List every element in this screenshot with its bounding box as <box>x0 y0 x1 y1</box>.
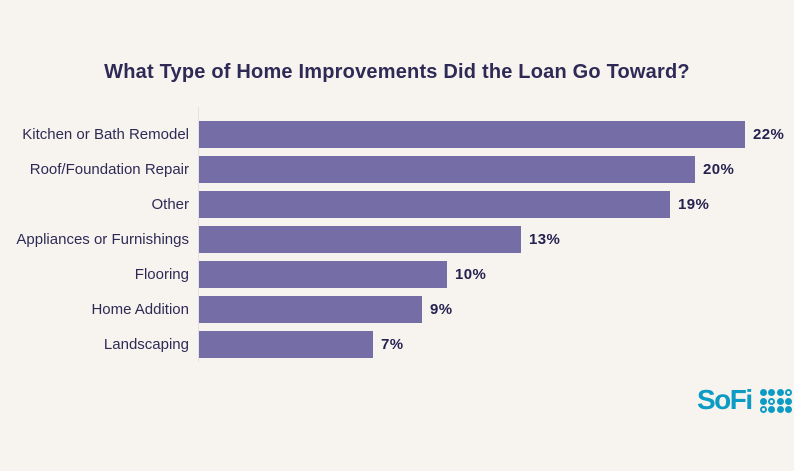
category-label: Roof/Foundation Repair <box>29 161 189 178</box>
category-label: Flooring <box>134 266 189 283</box>
bar-row: Landscaping 7% <box>0 331 794 358</box>
logo-dot-filled <box>776 406 784 413</box>
logo-dot-filled <box>785 406 793 413</box>
category-label: Other <box>151 196 189 213</box>
value-label: 19% <box>678 196 710 213</box>
bar-row: Home Addition 9% <box>0 296 794 323</box>
value-label: 13% <box>529 231 561 248</box>
bar <box>199 191 670 218</box>
logo-dot-filled <box>776 389 784 396</box>
bar-row: Other 19% <box>0 191 794 218</box>
logo-dot-ring <box>785 389 793 396</box>
value-label: 10% <box>455 266 487 283</box>
bar <box>199 296 422 323</box>
bar-row: Flooring 10% <box>0 261 794 288</box>
logo-dot-ring <box>759 406 767 413</box>
category-label: Appliances or Furnishings <box>16 231 189 248</box>
bar <box>199 331 373 358</box>
value-label: 9% <box>430 301 453 318</box>
y-axis-line <box>198 107 199 362</box>
logo-dot-filled <box>768 406 776 413</box>
logo-dot-filled <box>759 389 767 396</box>
bar-row: Appliances or Furnishings 13% <box>0 226 794 253</box>
bar <box>199 226 521 253</box>
bar-row: Roof/Foundation Repair 20% <box>0 156 794 183</box>
value-label: 22% <box>753 126 785 143</box>
category-label: Kitchen or Bath Remodel <box>22 126 189 143</box>
logo-dot-filled <box>768 389 776 396</box>
value-label: 7% <box>381 336 404 353</box>
bar <box>199 261 447 288</box>
category-label: Landscaping <box>103 336 189 353</box>
value-label: 20% <box>703 161 735 178</box>
bar <box>199 121 745 148</box>
sofi-dots-icon <box>759 389 793 413</box>
bar-row: Kitchen or Bath Remodel 22% <box>0 121 794 148</box>
logo-dot-ring <box>768 397 776 405</box>
sofi-wordmark: SoFi <box>697 384 753 415</box>
logo-dot-filled <box>759 397 767 405</box>
bar-chart: Kitchen or Bath Remodel 22% Roof/Foundatio… <box>0 121 794 366</box>
bar <box>199 156 695 183</box>
chart-title: What Type of Home Improvements Did the L… <box>104 61 690 83</box>
logo-dot-filled <box>776 397 784 405</box>
sofi-logo: SoFi <box>697 384 793 415</box>
bar-rows: Kitchen or Bath Remodel 22% Roof/Foundatio… <box>0 121 794 358</box>
logo-dot-filled <box>785 397 793 405</box>
category-label: Home Addition <box>91 301 189 318</box>
